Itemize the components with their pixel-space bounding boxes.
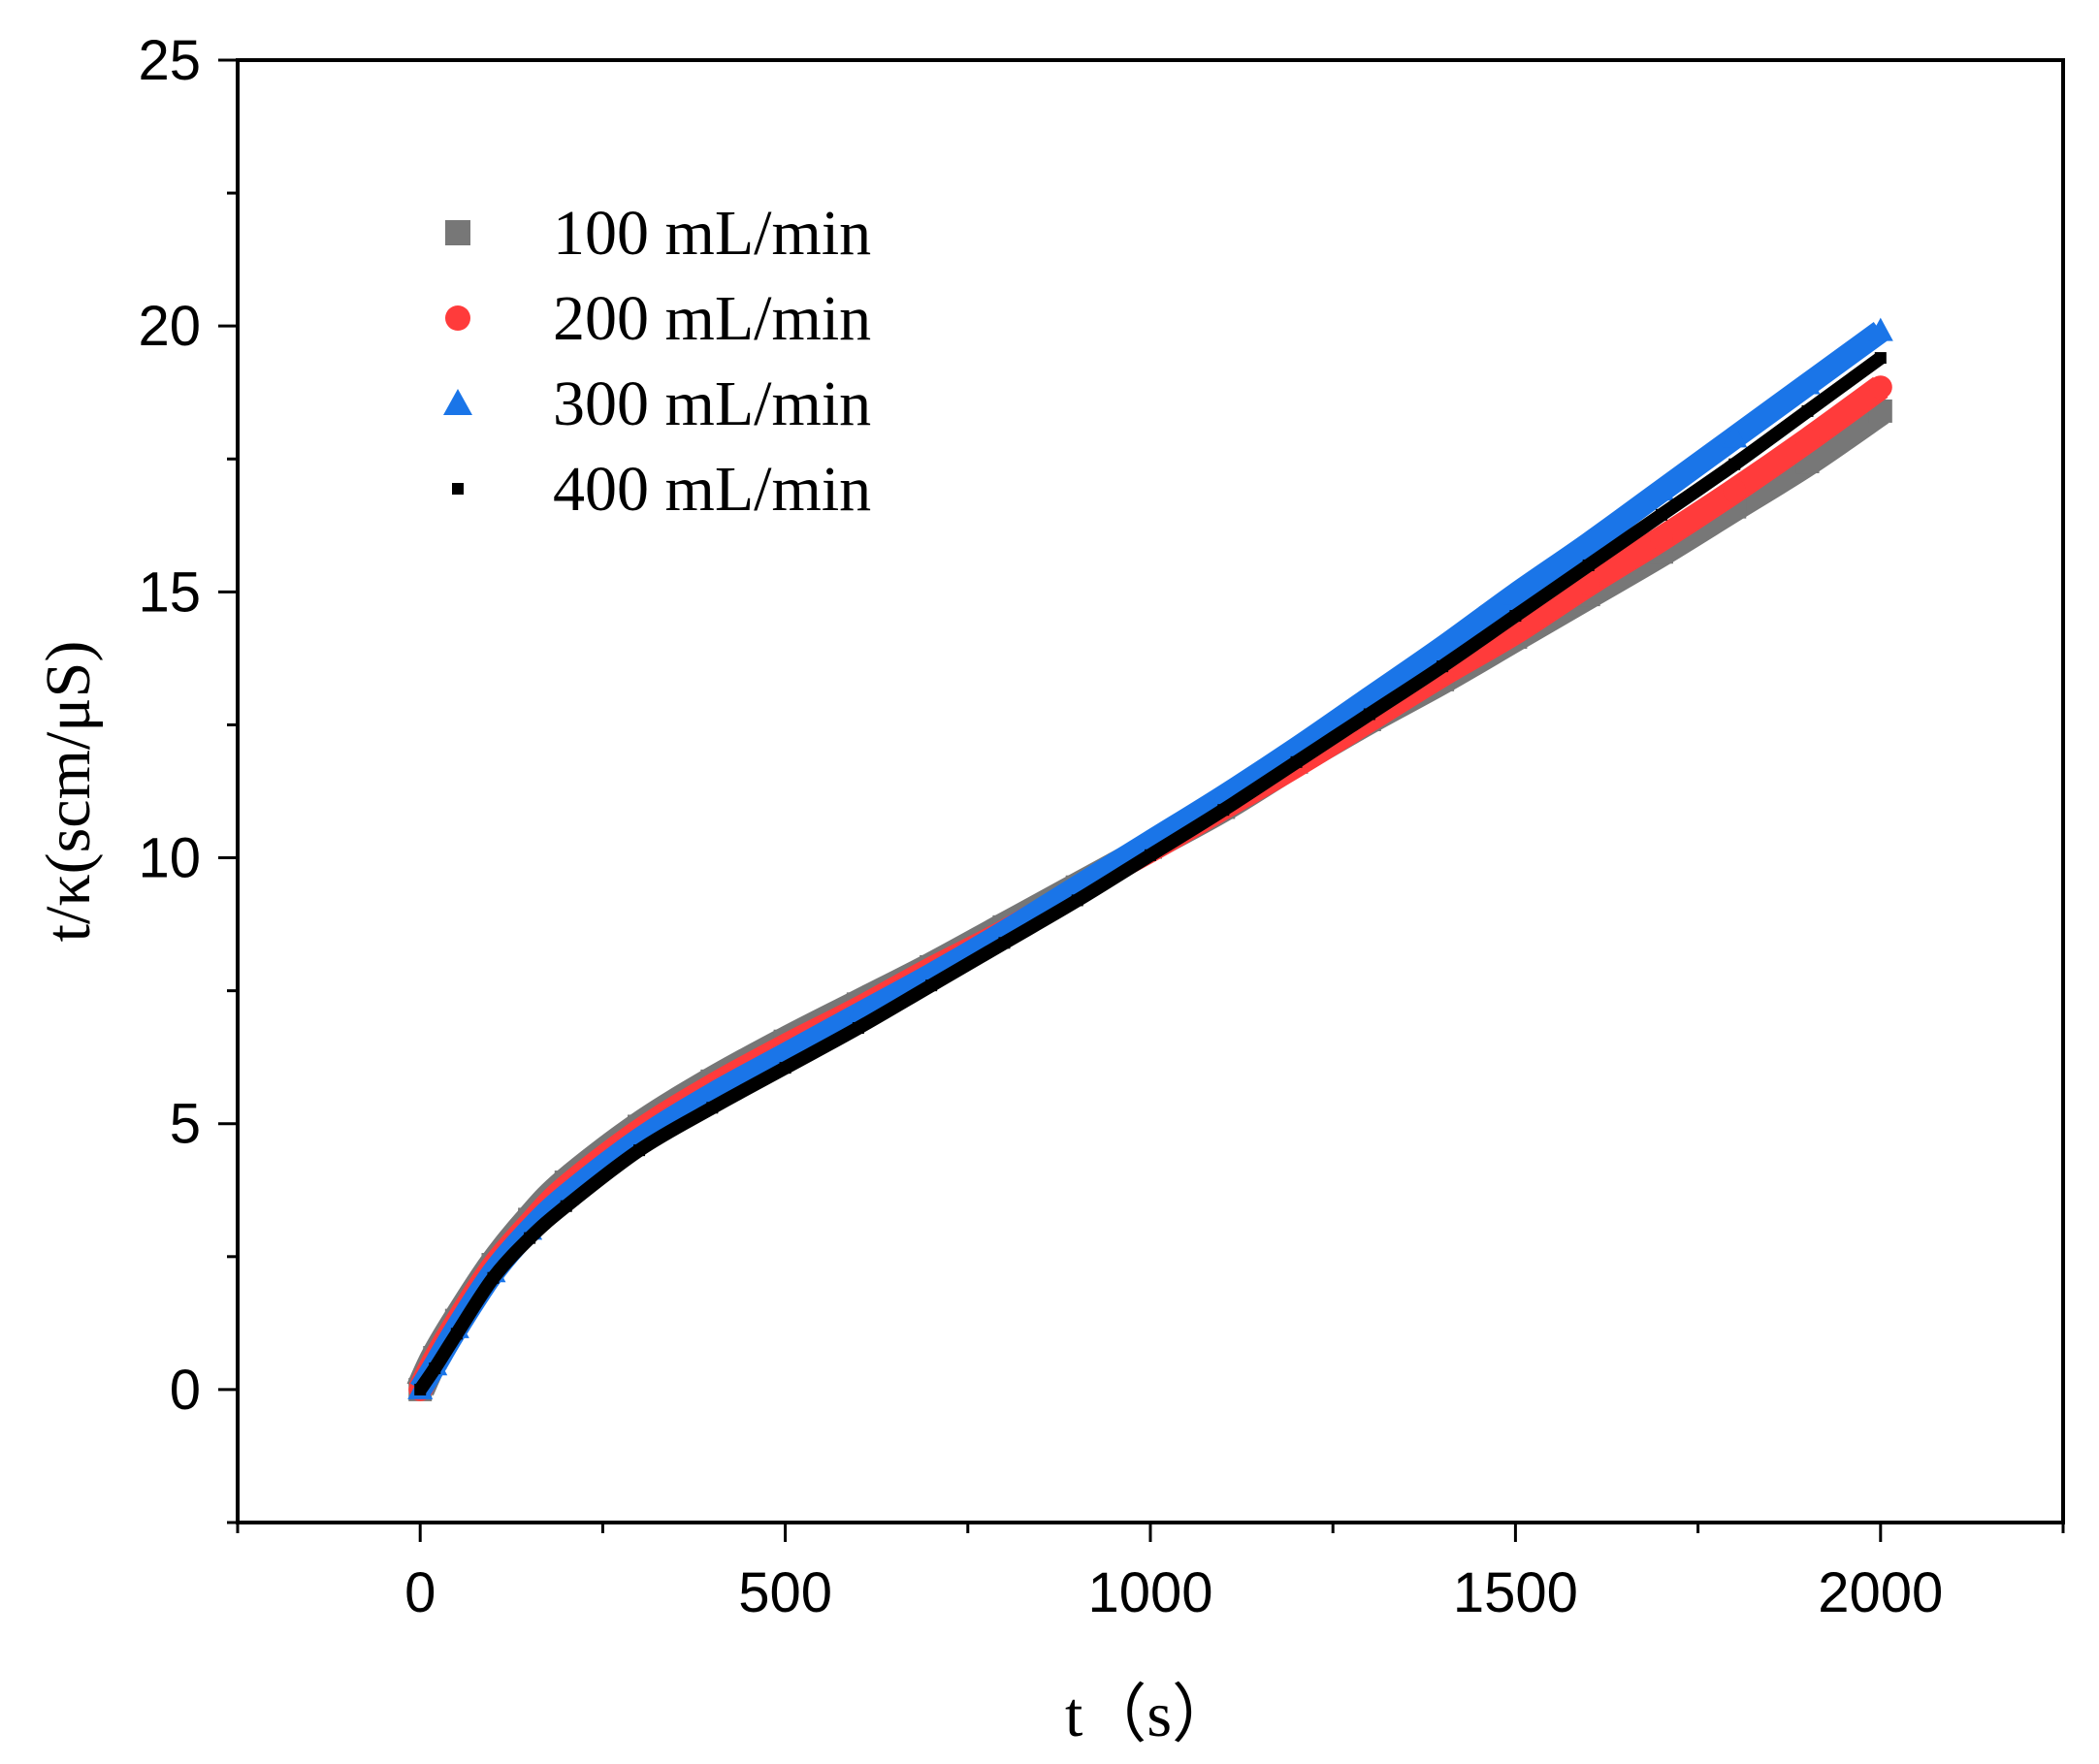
data-point xyxy=(429,1362,441,1374)
legend-label: 100 mL/min xyxy=(553,198,871,269)
data-point xyxy=(1582,559,1595,571)
legend-label: 400 mL/min xyxy=(553,454,871,525)
data-point xyxy=(450,1328,463,1340)
data-point xyxy=(1071,894,1083,907)
legend-marker-small-square xyxy=(452,483,464,495)
data-point xyxy=(633,1144,646,1157)
data-point xyxy=(1217,804,1230,817)
y-tick-label: 25 xyxy=(138,29,201,92)
y-tick-label: 15 xyxy=(138,561,201,624)
data-point xyxy=(925,979,938,992)
series-layer xyxy=(406,317,1893,1401)
data-point xyxy=(998,937,1011,949)
x-tick-label: 1500 xyxy=(1453,1561,1578,1624)
legend-label: 200 mL/min xyxy=(553,283,871,354)
legend-item: 100 mL/min xyxy=(445,198,871,269)
x-tick-label: 500 xyxy=(738,1561,832,1624)
data-point xyxy=(1649,527,1673,551)
legend: 100 mL/min 200 mL/min 300 mL/min 400 mL/min xyxy=(443,198,871,525)
y-tick-label: 10 xyxy=(138,827,201,890)
y-axis-title: t/κ(scm/μS) xyxy=(33,641,104,943)
data-point xyxy=(1576,572,1600,596)
series-1 xyxy=(406,399,1892,1401)
x-tick-label: 0 xyxy=(404,1561,436,1624)
data-point xyxy=(1655,508,1667,521)
plot-frame xyxy=(236,58,2065,1524)
data-point xyxy=(487,1271,500,1284)
data-point xyxy=(1575,530,1601,555)
data-point xyxy=(1728,458,1741,470)
y-tick-label: 20 xyxy=(138,295,201,358)
data-point xyxy=(1502,581,1529,605)
data-point xyxy=(852,1022,864,1035)
data-point xyxy=(414,1383,427,1395)
x-axis-title: t（s） xyxy=(1065,1680,1236,1750)
y-tick-label: 5 xyxy=(170,1093,201,1156)
data-point xyxy=(1868,375,1892,400)
data-point xyxy=(1874,352,1887,365)
data-point xyxy=(706,1102,719,1114)
data-point xyxy=(1723,479,1747,503)
axis-ticks: 0 500 1000 1500 2000 0 5 10 15 20 25 xyxy=(138,29,2065,1624)
data-point xyxy=(1145,849,1156,861)
data-point xyxy=(1648,477,1674,501)
legend-marker-circle xyxy=(445,305,470,331)
x-tick-label: 2000 xyxy=(1818,1561,1943,1624)
data-point xyxy=(560,1200,572,1212)
series-2 xyxy=(408,375,1892,1401)
data-point xyxy=(1795,429,1820,453)
data-point xyxy=(1867,317,1893,341)
data-point xyxy=(1437,660,1449,673)
data-point xyxy=(1801,404,1814,417)
data-point xyxy=(779,1062,791,1074)
x-tick-label: 1000 xyxy=(1087,1561,1212,1624)
data-point xyxy=(1363,708,1375,721)
legend-marker-square xyxy=(445,220,470,245)
data-point xyxy=(1430,633,1456,657)
series-4 xyxy=(414,352,1887,1395)
data-point xyxy=(1290,755,1303,768)
legend-label: 300 mL/min xyxy=(553,369,871,439)
data-point xyxy=(1722,424,1748,448)
legend-item: 300 mL/min xyxy=(443,369,871,439)
y-tick-label: 0 xyxy=(170,1359,201,1422)
data-point xyxy=(1794,370,1821,395)
legend-item: 400 mL/min xyxy=(452,454,871,525)
legend-marker-triangle xyxy=(443,389,472,415)
legend-item: 200 mL/min xyxy=(445,283,871,354)
data-point xyxy=(1509,610,1522,623)
data-point xyxy=(524,1232,536,1244)
